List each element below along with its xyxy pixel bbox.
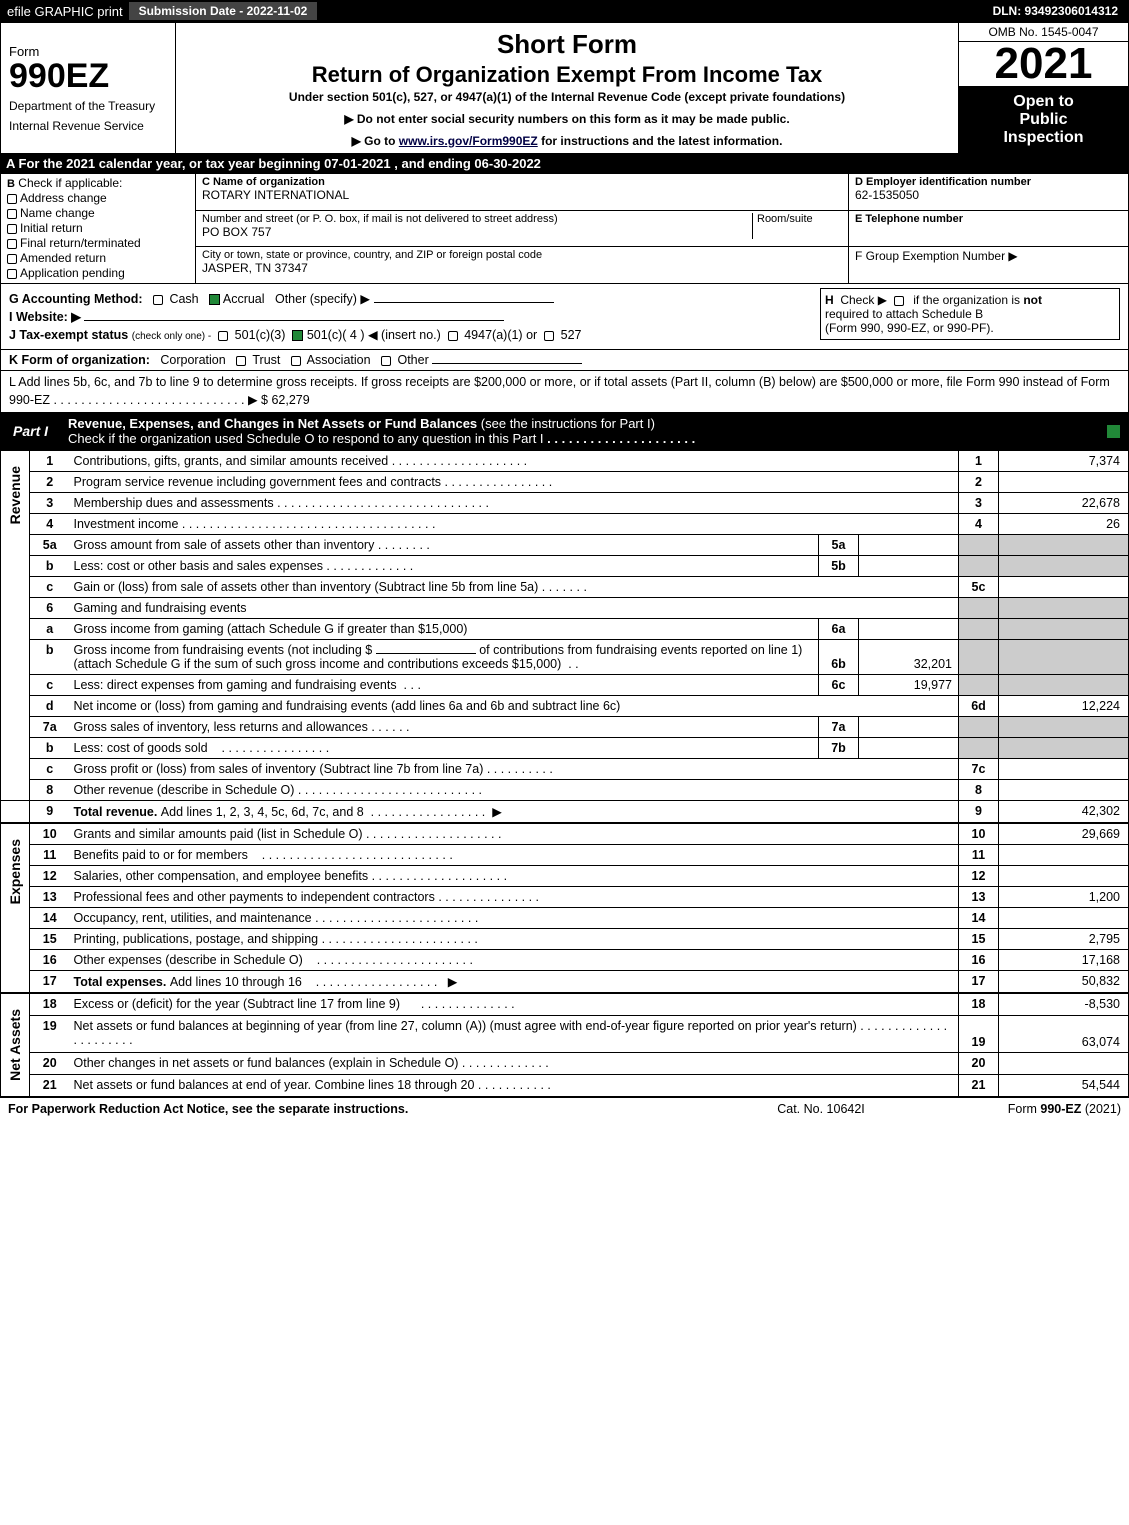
chk-501c3[interactable] [218, 331, 228, 341]
val-15: 2,795 [999, 929, 1129, 950]
gross-receipts: ▶ $ 62,279 [248, 393, 310, 407]
dept-treasury: Department of the Treasury [9, 99, 167, 113]
e-label: E Telephone number [855, 213, 1122, 225]
short-form-title: Short Form [184, 29, 950, 60]
row-a-tax-year: A For the 2021 calendar year, or tax yea… [0, 154, 1129, 173]
chk-schedule-o[interactable] [1107, 425, 1120, 438]
chk-assoc[interactable] [291, 356, 301, 366]
page-footer: For Paperwork Reduction Act Notice, see … [0, 1097, 1129, 1120]
chk-accrual[interactable] [209, 294, 220, 305]
val-17: 50,832 [999, 971, 1129, 994]
section-ghij: G Accounting Method: Cash Accrual Other … [0, 284, 1129, 350]
chk-501c[interactable] [292, 330, 303, 341]
subval-6b: 32,201 [859, 640, 959, 675]
f-label: F Group Exemption Number ▶ [855, 249, 1122, 263]
dln: DLN: 93492306014312 [983, 2, 1128, 20]
val-21: 54,544 [999, 1074, 1129, 1096]
val-12 [999, 866, 1129, 887]
open-inspection: Open to Public Inspection [959, 87, 1129, 154]
part-i-header: Part I Revenue, Expenses, and Changes in… [0, 413, 1129, 450]
form-number: 990EZ [9, 59, 167, 93]
city: JASPER, TN 37347 [202, 261, 842, 275]
val-3: 22,678 [999, 493, 1129, 514]
form-header: Form 990EZ Department of the Treasury In… [0, 22, 1129, 154]
subval-6c: 19,977 [859, 675, 959, 696]
c-label: C Name of organization [202, 176, 842, 188]
catalog-number: Cat. No. 10642I [721, 1102, 921, 1116]
paperwork-notice: For Paperwork Reduction Act Notice, see … [8, 1102, 721, 1116]
val-19: 63,074 [999, 1016, 1129, 1053]
subval-7a [859, 717, 959, 738]
room-label: Room/suite [757, 213, 842, 225]
other-input[interactable] [374, 302, 554, 303]
part-i-subtext: Check if the organization used Schedule … [68, 431, 544, 446]
val-7c [999, 759, 1129, 780]
row-k: K Form of organization: Corporation Trus… [0, 350, 1129, 371]
chk-trust[interactable] [236, 356, 246, 366]
val-20 [999, 1052, 1129, 1074]
irs-link[interactable]: www.irs.gov/Form990EZ [399, 134, 538, 148]
bullet-goto: ▶ Go to www.irs.gov/Form990EZ for instru… [184, 134, 950, 148]
val-11 [999, 845, 1129, 866]
org-name: ROTARY INTERNATIONAL [202, 188, 842, 202]
chk-final-return[interactable]: Final return/terminated [7, 236, 189, 250]
chk-initial-return[interactable]: Initial return [7, 221, 189, 235]
bullet-ssn: ▶ Do not enter social security numbers o… [184, 112, 950, 126]
tax-year: 2021 [959, 42, 1129, 87]
website-input[interactable] [84, 320, 504, 321]
val-5c [999, 577, 1129, 598]
submission-date: Submission Date - 2022-11-02 [129, 2, 320, 20]
under-section: Under section 501(c), 527, or 4947(a)(1)… [184, 90, 950, 104]
other-org-input[interactable] [432, 363, 582, 364]
part-i-tab: Part I [1, 420, 60, 442]
val-4: 26 [999, 514, 1129, 535]
row-h: H Check ▶ if the organization is not req… [820, 288, 1120, 340]
check-if-applicable: Check if applicable: [18, 176, 122, 190]
vside-expenses: Expenses [5, 827, 25, 916]
val-9: 42,302 [999, 801, 1129, 824]
dept-irs: Internal Revenue Service [9, 119, 167, 133]
chk-h[interactable] [894, 296, 904, 306]
part-i-table: Revenue 1 Contributions, gifts, grants, … [0, 450, 1129, 1097]
city-label: City or town, state or province, country… [202, 249, 842, 261]
top-bar: efile GRAPHIC print Submission Date - 20… [0, 0, 1129, 22]
row-g: G Accounting Method: Cash Accrual Other … [9, 291, 780, 306]
row-l: L Add lines 5b, 6c, and 7b to line 9 to … [0, 371, 1129, 413]
val-14 [999, 908, 1129, 929]
subval-6a [859, 619, 959, 640]
subval-7b [859, 738, 959, 759]
ein: 62-1535050 [855, 188, 1122, 202]
chk-name-change[interactable]: Name change [7, 206, 189, 220]
chk-amended[interactable]: Amended return [7, 251, 189, 265]
val-18: -8,530 [999, 993, 1129, 1016]
chk-other-org[interactable] [381, 356, 391, 366]
val-1: 7,374 [999, 451, 1129, 472]
row-j: J Tax-exempt status (check only one) - 5… [9, 327, 780, 342]
subval-5a [859, 535, 959, 556]
chk-4947[interactable] [448, 331, 458, 341]
val-2 [999, 472, 1129, 493]
chk-address-change[interactable]: Address change [7, 191, 189, 205]
chk-527[interactable] [544, 331, 554, 341]
vside-revenue: Revenue [5, 454, 25, 536]
return-title: Return of Organization Exempt From Incom… [184, 62, 950, 88]
subval-5b [859, 556, 959, 577]
section-bcd: B Check if applicable: Address change Na… [0, 173, 1129, 284]
d-label: D Employer identification number [855, 176, 1122, 188]
street: PO BOX 757 [202, 225, 752, 239]
efile-label: efile GRAPHIC print [1, 2, 129, 21]
vside-netassets: Net Assets [5, 997, 25, 1093]
val-13: 1,200 [999, 887, 1129, 908]
val-8 [999, 780, 1129, 801]
val-16: 17,168 [999, 950, 1129, 971]
val-6d: 12,224 [999, 696, 1129, 717]
row-i: I Website: ▶ [9, 309, 780, 324]
chk-cash[interactable] [153, 295, 163, 305]
val-10: 29,669 [999, 823, 1129, 845]
form-footer: Form 990-EZ (2021) [921, 1102, 1121, 1116]
chk-pending[interactable]: Application pending [7, 266, 189, 280]
street-label: Number and street (or P. O. box, if mail… [202, 213, 752, 225]
